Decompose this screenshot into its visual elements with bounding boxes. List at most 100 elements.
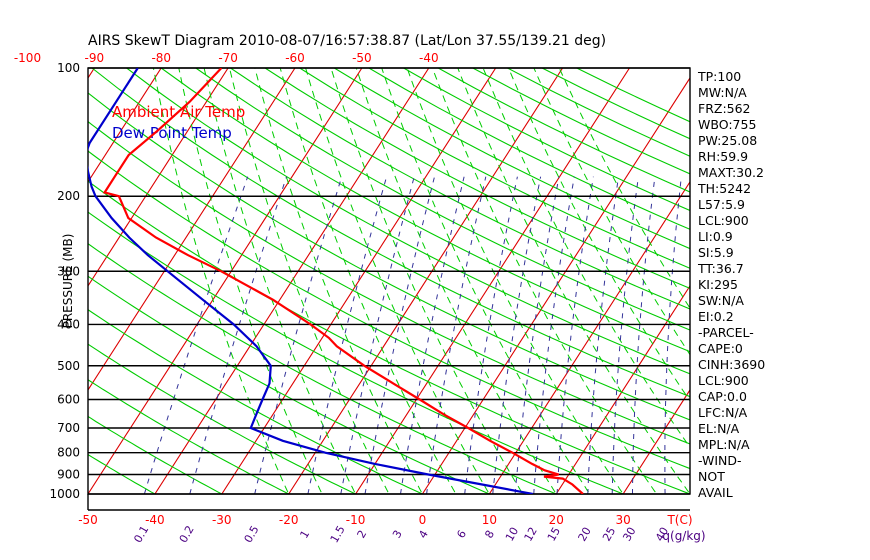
dry-adiabat-line: [88, 379, 289, 494]
top-temperature-tick-label: -40: [419, 51, 439, 65]
legend-dewpoint-label: Dew Point Temp: [112, 124, 232, 142]
mixing-ratio-tick-label: 20: [576, 525, 594, 544]
mixing-ratio-tick-label: 12: [522, 525, 540, 544]
dry-adiabat-line: [88, 275, 490, 494]
mixing-ratio-line: [400, 176, 465, 494]
moist-adiabat-line: [406, 68, 623, 493]
sidebar-item: LI:0.9: [698, 229, 733, 244]
pressure-tick-label: 100: [57, 61, 80, 75]
sidebar-item: LCL:900: [698, 213, 749, 228]
dry-adiabat-line: [88, 453, 156, 494]
sidebar-item: LCL:900: [698, 373, 749, 388]
pressure-tick-label: 900: [57, 468, 80, 482]
dry-adiabat-line: [195, 68, 690, 331]
moist-adiabat-line: [558, 68, 690, 310]
mixing-ratio-line: [143, 176, 249, 494]
pressure-tick-label: 300: [57, 264, 80, 278]
temperature-axis-label: T(C): [666, 513, 692, 527]
sidebar-item: AVAIL: [698, 485, 733, 500]
moist-adiabat-line: [330, 68, 523, 493]
sidebar-item: TT:36.7: [697, 261, 744, 276]
sidebar-item: WBO:755: [698, 117, 756, 132]
sidebar-item: MPL:N/A: [698, 437, 750, 452]
bottom-temperature-tick-label: -20: [279, 513, 299, 527]
top-temperature-tick-label: -50: [352, 51, 372, 65]
moist-adiabat-line: [457, 68, 690, 493]
top-temperature-tick-label: -70: [218, 51, 238, 65]
dry-adiabat-line: [88, 415, 223, 494]
sidebar-item: -WIND-: [698, 453, 742, 468]
bottom-temperature-tick-label: 30: [615, 513, 630, 527]
dry-adiabat-line: [88, 180, 690, 494]
mixing-ratio-line: [611, 176, 639, 494]
moist-adiabat-line: [482, 68, 690, 449]
moist-adiabat-line: [228, 68, 389, 493]
bottom-temperature-tick-label: 0: [419, 513, 427, 527]
sidebar-item: LFC:N/A: [698, 405, 748, 420]
dry-adiabat-line: [88, 92, 690, 421]
mixing-ratio-line: [587, 176, 619, 494]
bottom-temperature-tick-label: -50: [78, 513, 98, 527]
sidebar-item: SW:N/A: [698, 293, 744, 308]
sidebar-item: L57:5.9: [698, 197, 745, 212]
sidebar-item: EL:N/A: [698, 421, 740, 436]
moist-adiabat-line: [254, 68, 422, 493]
moist-adiabat-line: [178, 68, 322, 493]
sidebar-item: TP:100: [697, 69, 741, 84]
isotherm-line: [88, 68, 162, 183]
mixing-ratio-tick-label: 10: [503, 525, 521, 544]
bottom-temperature-tick-label: 10: [482, 513, 497, 527]
sidebar-item: PW:25.08: [698, 133, 757, 148]
ambient-temp-curve: [102, 68, 584, 494]
pressure-tick-label: 200: [57, 189, 80, 203]
dry-adiabat-line: [160, 68, 690, 353]
dry-adiabat-line: [88, 211, 624, 494]
top-temperature-tick-label: -60: [285, 51, 305, 65]
moist-adiabat-line: [431, 68, 656, 493]
mixing-ratio-line: [307, 176, 388, 494]
moist-adiabat-line: [279, 68, 456, 493]
dry-adiabat-line: [264, 68, 690, 290]
mixing-ratio-tick-label: 40: [653, 525, 671, 544]
dewpoint-temp-curve: [88, 68, 534, 494]
sidebar-item: NOT: [698, 469, 725, 484]
isotherm-line: [88, 68, 363, 494]
moist-adiabat-line: [381, 68, 589, 493]
mixing-ratio-tick-label: 25: [600, 525, 618, 544]
top-temperature-tick-label: -90: [85, 51, 105, 65]
isotherm-line: [622, 388, 690, 494]
page-title: AIRS SkewT Diagram 2010-08-07/16:57:38.8…: [88, 33, 606, 49]
dry-adiabat-line: [88, 343, 356, 494]
mixing-ratio-axis-label: q(g/kg): [662, 529, 705, 543]
sidebar-item: EI:0.2: [698, 309, 734, 324]
isotherm-line: [288, 68, 564, 494]
dry-adiabat-line: [88, 309, 423, 494]
sidebar-item: FRZ:562: [698, 101, 751, 116]
sidebar-item: SI:5.9: [698, 245, 734, 260]
bottom-temperature-tick-label: -10: [346, 513, 366, 527]
pressure-tick-label: 700: [57, 421, 80, 435]
pressure-tick-label: 600: [57, 392, 80, 406]
isotherm-line: [88, 68, 296, 391]
sidebar-item: CAP:0.0: [698, 389, 747, 404]
dry-adiabat-line: [334, 68, 690, 250]
moist-adiabat-line: [305, 68, 489, 493]
mixing-ratio-line: [340, 176, 415, 494]
pressure-tick-label: 400: [57, 317, 80, 331]
sidebar-item: MAXT:30.2: [698, 165, 764, 180]
sidebar-item: CINH:3690: [698, 357, 765, 372]
bottom-temperature-tick-label: -30: [212, 513, 232, 527]
top-temperature-tick-label: -80: [151, 51, 171, 65]
mixing-ratio-line: [364, 176, 435, 494]
isotherm-line: [154, 68, 430, 494]
moist-adiabat-line: [533, 68, 690, 356]
pressure-tick-label: 500: [57, 359, 80, 373]
mixing-ratio-line: [189, 176, 287, 494]
mixing-ratio-line: [632, 176, 656, 494]
dry-adiabat-line: [299, 68, 690, 269]
sidebar-item: MW:N/A: [698, 85, 747, 100]
sidebar-item: TH:5242: [697, 181, 751, 196]
sidebar-item: RH:59.9: [698, 149, 748, 164]
